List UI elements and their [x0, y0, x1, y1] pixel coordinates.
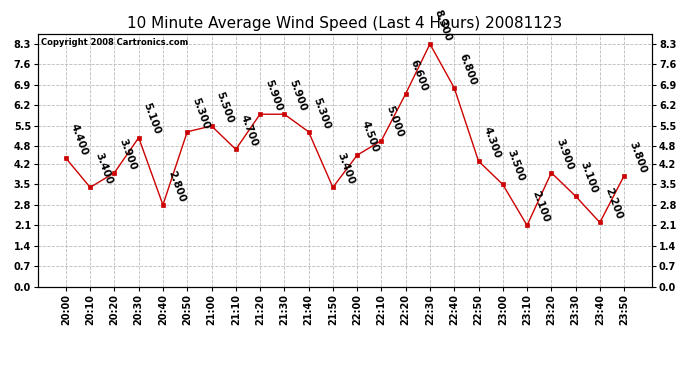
Text: Copyright 2008 Cartronics.com: Copyright 2008 Cartronics.com [41, 38, 188, 46]
Text: 5.900: 5.900 [263, 78, 284, 113]
Text: 4.700: 4.700 [239, 113, 259, 148]
Text: 4.300: 4.300 [482, 125, 502, 160]
Text: 5.100: 5.100 [141, 102, 162, 136]
Text: 8.300: 8.300 [433, 8, 453, 42]
Text: 6.800: 6.800 [457, 52, 477, 86]
Text: 3.500: 3.500 [506, 148, 526, 183]
Text: 3.900: 3.900 [117, 137, 138, 171]
Text: 3.800: 3.800 [627, 140, 648, 174]
Title: 10 Minute Average Wind Speed (Last 4 Hours) 20081123: 10 Minute Average Wind Speed (Last 4 Hou… [128, 16, 562, 31]
Text: 5.300: 5.300 [311, 96, 332, 130]
Text: 2.800: 2.800 [166, 169, 186, 204]
Text: 2.200: 2.200 [603, 187, 624, 221]
Text: 5.300: 5.300 [190, 96, 211, 130]
Text: 4.500: 4.500 [360, 119, 381, 154]
Text: 5.500: 5.500 [215, 90, 235, 124]
Text: 6.600: 6.600 [408, 58, 429, 92]
Text: 3.900: 3.900 [554, 137, 575, 171]
Text: 2.100: 2.100 [530, 189, 551, 224]
Text: 4.400: 4.400 [69, 122, 90, 157]
Text: 3.100: 3.100 [578, 160, 599, 195]
Text: 5.900: 5.900 [287, 78, 308, 113]
Text: 3.400: 3.400 [336, 152, 357, 186]
Text: 3.400: 3.400 [93, 152, 114, 186]
Text: 5.000: 5.000 [384, 105, 405, 139]
